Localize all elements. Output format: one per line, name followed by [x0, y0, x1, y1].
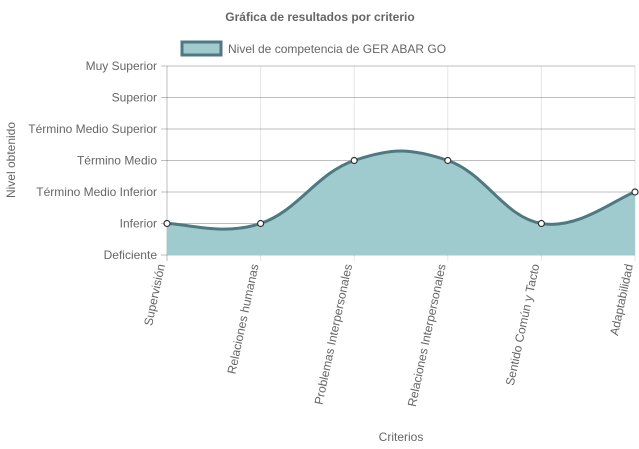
- x-axis-ticks: Supervisión Relaciones humanas Problemas I…: [141, 262, 636, 407]
- data-point[interactable]: [537, 219, 546, 228]
- x-tick-label: Problemas Interpersonales: [312, 263, 356, 406]
- y-tick-label: Superior: [112, 91, 157, 105]
- x-tick-label: Sentido Común y Tacto: [503, 262, 543, 386]
- y-tick-label: Término Medio Inferior: [36, 185, 157, 199]
- y-tick-label: Término Medio Superior: [28, 122, 157, 136]
- y-tick-label: Inferior: [120, 217, 157, 231]
- data-point[interactable]: [631, 188, 639, 196]
- legend[interactable]: Nivel de competencia de GER ABAR GO: [180, 40, 446, 57]
- x-tick-label: Adaptabilidad: [607, 263, 636, 337]
- plot-area: [163, 149, 639, 255]
- data-point[interactable]: [350, 156, 358, 165]
- y-axis-ticks: Deficiente Inferior Término Medio Inferior…: [28, 59, 157, 262]
- legend-label[interactable]: Nivel de competencia de GER ABAR GO: [228, 42, 446, 56]
- y-tick-label: Deficiente: [104, 248, 158, 262]
- legend-swatch[interactable]: [180, 40, 223, 57]
- x-tick-label: Relaciones humanas: [225, 263, 262, 376]
- y-tick-label: Muy Superior: [86, 59, 157, 73]
- series-area: [167, 151, 635, 255]
- chart-title: Gráfica de resultados por criterio: [225, 10, 414, 24]
- y-tick-label: Término Medio: [77, 154, 157, 168]
- data-point[interactable]: [444, 156, 452, 165]
- data-point[interactable]: [163, 219, 171, 228]
- data-point[interactable]: [257, 219, 265, 228]
- x-tick-label: Relaciones Interpersonales: [405, 263, 449, 408]
- x-tick-label: Supervisión: [141, 263, 168, 327]
- y-axis-label: Nivel obtenido: [4, 122, 18, 198]
- x-axis-label: Criterios: [379, 430, 424, 444]
